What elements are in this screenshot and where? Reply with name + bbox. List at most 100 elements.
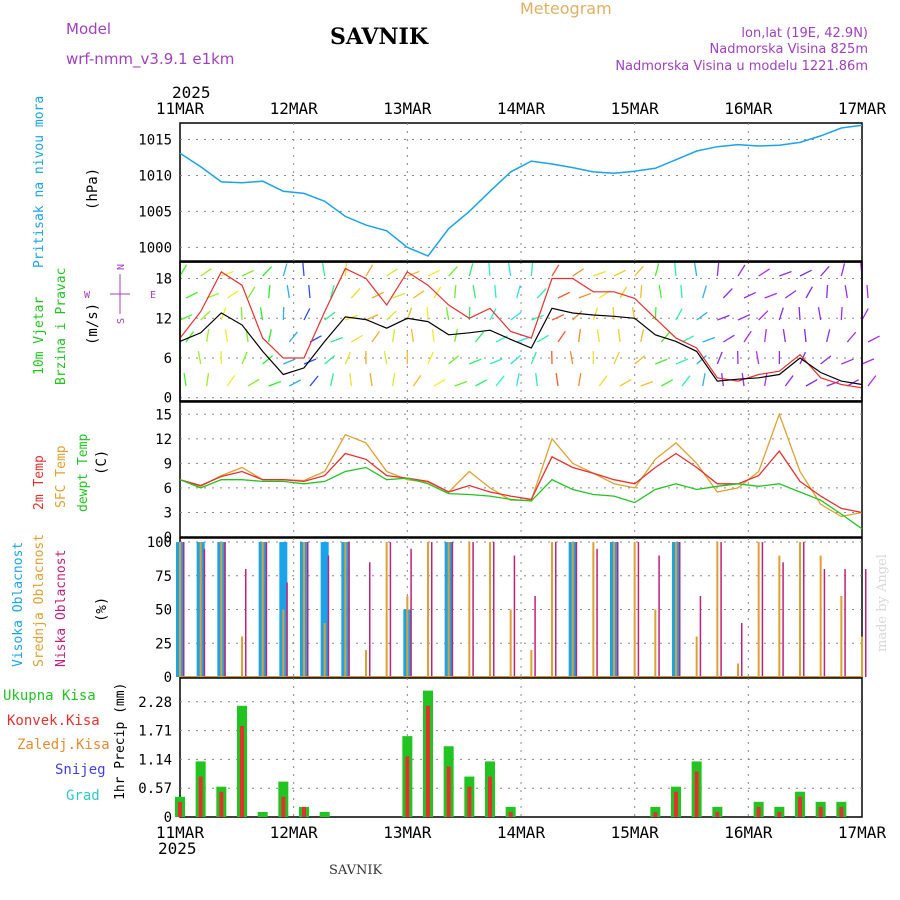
wind-arrow — [386, 268, 398, 277]
wind-arrow — [392, 329, 396, 343]
temp-unit: (C) — [94, 450, 110, 475]
temp-label-3: dewpt Temp — [76, 434, 91, 512]
wind-arrow — [330, 336, 344, 343]
time-axis-top: 11MAR 12MAR 13MAR 14MAR 15MAR 16MAR 17MAR — [156, 99, 887, 118]
precip-conv-bar — [488, 776, 492, 817]
wind-arrow — [412, 290, 425, 299]
wind-arrow — [696, 311, 708, 321]
wind-arrow — [551, 314, 565, 321]
wind-speed-line — [179, 307, 863, 386]
wind-arrow — [654, 263, 660, 277]
precip-panel: 2.28 1.71 1.14 0.57 0 — [138, 677, 863, 826]
wind-arrow — [557, 330, 566, 343]
cloud-low-bar — [224, 542, 226, 677]
wind-label-2: Brzina i Pravac — [54, 268, 69, 385]
wind-arrow — [454, 380, 468, 387]
cloud-mid-bar — [757, 542, 760, 677]
wind-arrow — [454, 284, 457, 299]
wind-arrow — [612, 306, 615, 321]
wind-arrow — [721, 373, 724, 387]
wind-arrow — [288, 331, 298, 343]
y-tick-label: 25 — [155, 636, 172, 652]
wind-arrow — [861, 308, 869, 321]
wind-arrow — [551, 264, 560, 277]
wind-arrow — [826, 329, 831, 343]
y-tick-label: 1.71 — [138, 724, 172, 740]
cloud-low-bar — [389, 542, 392, 677]
wind-arrow — [226, 290, 239, 299]
cloud-low-bar — [307, 542, 309, 677]
precip-conv-bar — [219, 791, 224, 817]
cloud-low-bar — [617, 542, 619, 677]
time-tick-bottom: 13MAR — [383, 823, 432, 842]
y-tick-label: 6 — [164, 351, 172, 367]
wind-arrow — [489, 358, 503, 365]
wind-arrow — [846, 331, 857, 343]
product-title: Meteogram — [520, 0, 612, 18]
wind-arrow — [516, 336, 530, 343]
wind-arrow — [412, 375, 422, 387]
wind-arrow — [743, 291, 757, 299]
wind-arrow — [764, 292, 778, 299]
wind-arrow — [179, 264, 188, 277]
cloud-low-bar — [203, 548, 206, 677]
cloud-mid-bar — [468, 542, 471, 677]
cloud-mid-bar — [509, 609, 512, 677]
wind-arrow — [427, 269, 440, 277]
cloud-low-bar — [327, 555, 330, 677]
precip-legend-item: Grad — [66, 788, 100, 804]
wind-arrow — [578, 373, 582, 387]
wind-arrow — [510, 311, 522, 321]
precip-conv-bar — [818, 806, 823, 817]
wind-arrow — [826, 284, 829, 299]
precip-conv-bar — [281, 796, 286, 817]
cloud-mid-bar — [613, 542, 615, 677]
wind-arrow — [592, 307, 599, 321]
cloud-low-bar — [493, 542, 495, 677]
y-tick-label: 2.28 — [138, 695, 172, 711]
wind-arrow — [743, 330, 752, 343]
y-tick-label: 3 — [164, 505, 172, 521]
cloud-mid-bar — [365, 650, 367, 677]
y-tick-label: 9 — [164, 456, 172, 472]
wind-arrow — [867, 335, 880, 343]
station-title: SAVNIK — [330, 24, 429, 50]
wind-arrow — [737, 264, 746, 277]
time-tick-top: 12MAR — [270, 99, 319, 118]
temp-label-1: 2m Temp — [32, 455, 47, 510]
wind-arrow — [578, 292, 592, 299]
wind-arrow — [448, 355, 460, 365]
time-tick-bottom: 14MAR — [497, 823, 546, 842]
panel-frame — [179, 261, 863, 402]
wind-arrow — [675, 308, 683, 321]
y-tick-label: 1010 — [138, 168, 172, 184]
wind-arrow — [619, 286, 628, 299]
coords-text: lon,lat (19E, 42.9N) — [741, 26, 868, 41]
wind-arrow — [655, 358, 668, 365]
wind-arrow — [247, 286, 256, 299]
precip-legend-item: Ukupna Kisa — [3, 688, 96, 704]
wind-arrow — [634, 355, 646, 365]
wind-arrow — [693, 263, 698, 277]
wind-arrow — [365, 264, 374, 277]
wind-arrow — [716, 263, 720, 277]
wind-arrow — [717, 314, 730, 321]
y-tick-label: 0 — [164, 391, 172, 407]
wind-arrow — [805, 379, 818, 387]
footer-station: SAVNIK — [329, 863, 383, 878]
wind-arrow — [283, 358, 296, 365]
cloud-low-bar — [844, 569, 846, 677]
wind-arrow — [817, 307, 822, 321]
time-tick-top: 17MAR — [838, 99, 887, 118]
precip-conv-bar — [674, 791, 678, 817]
wind-arrow — [536, 334, 549, 343]
precip-total-bar — [257, 811, 268, 817]
wind-arrow — [764, 373, 768, 387]
time-tick-bottom: 12MAR — [270, 823, 319, 842]
precip-conv-bar — [839, 806, 844, 817]
wind-arrow — [445, 307, 450, 321]
cloud-low-bar — [575, 542, 578, 677]
cloud-mid-bar — [323, 623, 326, 677]
wind-arrow — [755, 351, 760, 365]
wind-arrow — [640, 329, 645, 343]
